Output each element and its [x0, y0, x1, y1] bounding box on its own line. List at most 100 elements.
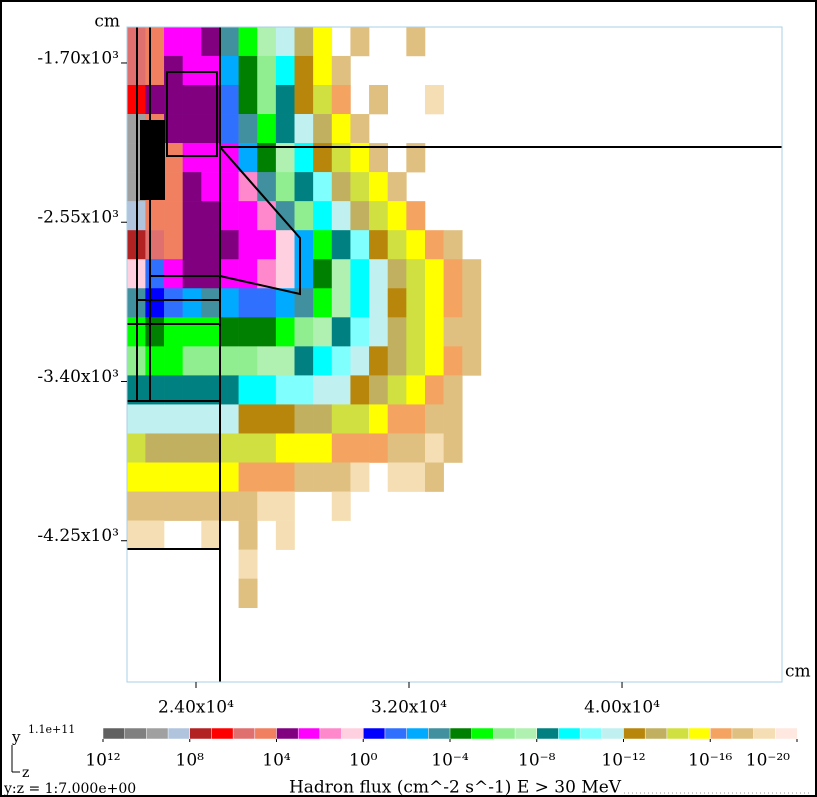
colorbar-swatch — [775, 727, 798, 740]
heat-cell — [219, 230, 239, 260]
heat-cell — [238, 520, 258, 550]
heat-cell — [164, 462, 183, 492]
heat-cell — [182, 462, 202, 492]
heat-cell — [462, 346, 482, 376]
heat-cell — [257, 143, 277, 173]
heat-cell — [275, 520, 295, 550]
colorbar-swatch — [644, 727, 668, 740]
heat-cell — [201, 288, 221, 318]
heat-cell — [406, 433, 426, 463]
heat-cell — [313, 433, 333, 463]
colorbar-swatch — [102, 727, 126, 740]
heat-cell — [387, 201, 407, 231]
heat-cell — [406, 288, 426, 318]
heat-cell — [275, 404, 295, 434]
heat-cell — [294, 114, 314, 144]
heat-cell — [350, 404, 370, 434]
heat-cell — [201, 26, 221, 57]
heat-cell — [164, 26, 183, 57]
heat-cell — [257, 404, 277, 434]
heat-cell — [219, 26, 239, 57]
heat-cell — [238, 404, 258, 434]
colorbar-max: 1.1e+11 — [28, 723, 75, 736]
heat-cell — [257, 55, 277, 86]
heat-cell — [443, 317, 463, 347]
colorbar-swatch — [167, 727, 191, 740]
heat-cell — [126, 433, 146, 463]
heat-cell — [275, 462, 295, 492]
heat-cell — [275, 491, 295, 521]
colorbar-swatch — [731, 727, 755, 740]
heat-cell — [369, 143, 389, 173]
heat-cell — [182, 114, 202, 144]
heat-cell — [294, 259, 314, 289]
heat-cell — [387, 288, 407, 318]
y-tick-label: -4.25x10³ — [37, 526, 119, 546]
heat-cell — [238, 55, 258, 86]
colorbar-swatch — [601, 727, 625, 740]
colorbar-swatch — [124, 727, 147, 740]
heat-cell — [331, 172, 351, 202]
heat-cell — [424, 375, 444, 405]
colorbar-tick-label: 10⁸ — [176, 751, 205, 771]
heat-cell — [313, 375, 333, 405]
colorbar-swatch — [146, 727, 169, 740]
axes: 2.40x10⁴ 3.20x10⁴ 4.00x10⁴ -1.70x10³ -2.55x1… — [37, 48, 798, 771]
heat-cell — [164, 491, 183, 521]
heat-cell — [238, 317, 258, 347]
heat-cell — [145, 84, 165, 115]
heat-cell — [201, 55, 221, 86]
heat-cell — [145, 55, 165, 86]
heat-cell — [369, 375, 389, 405]
heat-cell — [126, 404, 146, 434]
y-unit: cm — [94, 12, 120, 32]
heat-cell — [219, 114, 239, 144]
heat-cell — [257, 230, 277, 260]
heat-cell — [219, 491, 239, 521]
heat-cell — [164, 172, 183, 202]
x-unit: cm — [785, 662, 811, 682]
colorbar-tick-label: 10⁻²⁰ — [746, 751, 790, 771]
heat-cell — [201, 491, 221, 521]
heat-cell — [275, 433, 295, 463]
colorbar-tick-label: 10⁴ — [262, 751, 291, 771]
heat-cell — [313, 84, 333, 115]
colorbar-tick-label: 10⁰ — [349, 751, 378, 771]
x-tick-label: 2.40x10⁴ — [158, 698, 234, 718]
heat-cell — [219, 433, 239, 463]
colorbar-swatch — [232, 727, 256, 740]
heat-cell — [424, 433, 444, 463]
heat-cell — [406, 346, 426, 376]
x-axis-label: z — [22, 765, 29, 781]
heat-cell — [350, 26, 370, 57]
colorbar-swatch — [449, 727, 473, 740]
heat-cell — [219, 346, 239, 376]
heat-cell — [238, 84, 258, 115]
heat-cell — [387, 346, 407, 376]
colorbar-swatch — [623, 727, 646, 740]
heat-cell — [294, 346, 314, 376]
heat-cell — [387, 433, 407, 463]
heat-cell — [313, 172, 333, 202]
colorbar-swatch — [536, 727, 559, 740]
heat-cell — [219, 201, 239, 231]
geometry — [127, 27, 782, 682]
heat-cell — [238, 114, 258, 144]
heat-cell — [294, 317, 314, 347]
heat-cell — [443, 433, 463, 463]
heat-cell — [164, 84, 183, 115]
heat-cell — [313, 404, 333, 434]
heat-cell — [369, 433, 389, 463]
heat-cell — [406, 259, 426, 289]
colorbar-tick-label: 10⁻⁴ — [431, 751, 469, 771]
heat-cell — [350, 114, 370, 144]
heat-cell — [145, 201, 165, 231]
heat-cell — [275, 375, 295, 405]
heat-cell — [257, 288, 277, 318]
heat-cell — [350, 462, 370, 492]
heat-cell — [331, 201, 351, 231]
heat-cell — [387, 259, 407, 289]
heat-cell — [182, 259, 202, 289]
heat-cell — [201, 230, 221, 260]
heat-cell — [145, 520, 165, 550]
